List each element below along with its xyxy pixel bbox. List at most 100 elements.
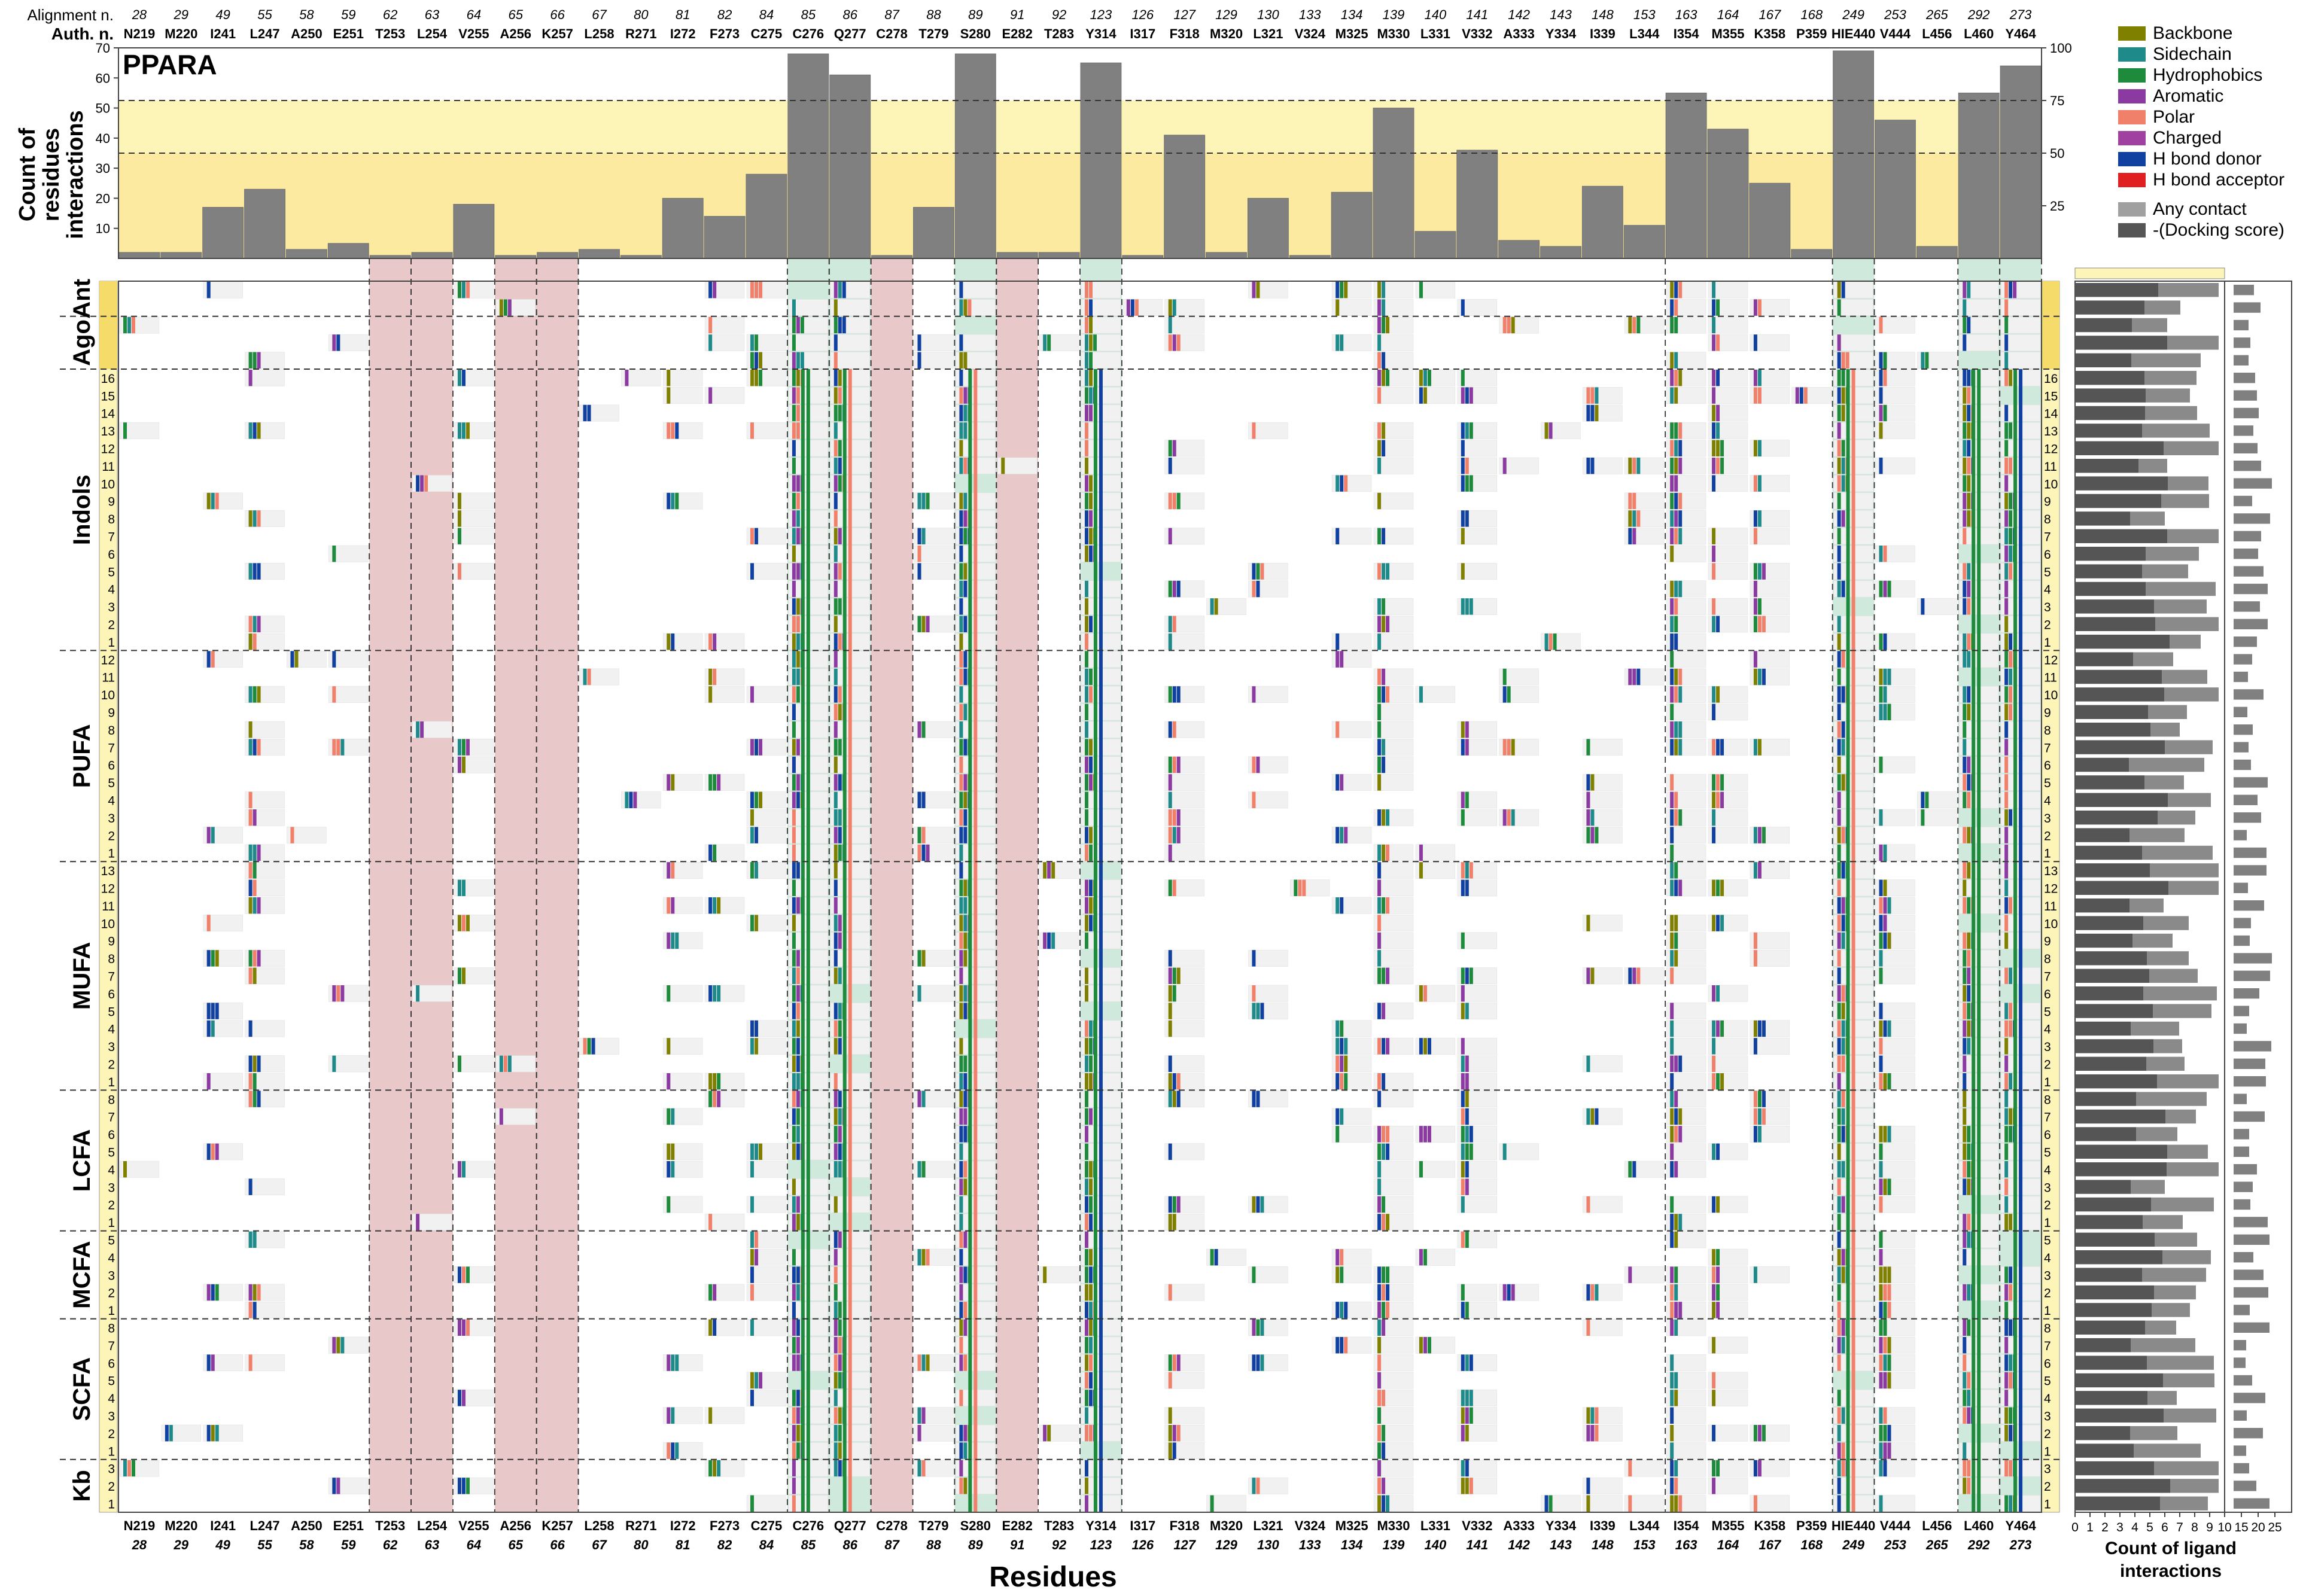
heatmap-stripe: [1085, 1407, 1088, 1424]
heatmap-stripe: [252, 352, 257, 368]
heatmap-stripe: [1377, 915, 1382, 931]
heatmap-stripe: [792, 1108, 796, 1125]
heatmap-stripe: [1670, 703, 1674, 720]
heatmap-stripe: [1963, 985, 1967, 1002]
heatmap-stripe: [1712, 563, 1716, 580]
heatmap-stripe: [1461, 1038, 1465, 1055]
heatmap-stripe: [1377, 334, 1382, 351]
any-contact-bar: [2167, 1144, 2208, 1159]
heatmap-stripe: [248, 633, 252, 650]
heatmap-stripe: [1089, 528, 1093, 544]
docking-score-bar: [2075, 828, 2129, 842]
heatmap-stripe: [1716, 774, 1720, 791]
heatmap-stripe: [1628, 492, 1632, 510]
row-number-right: 6: [2044, 759, 2051, 773]
alignment-label-bottom: 265: [1925, 1537, 1948, 1552]
heatmap-stripe: [1590, 1284, 1595, 1301]
heatmap-stripe: [1841, 651, 1845, 668]
red-highlight-t253: [369, 256, 412, 1512]
heatmap-stripe: [959, 598, 963, 615]
any-contact-bar: [2142, 1268, 2206, 1282]
heatmap-stripe: [1837, 915, 1841, 931]
heatmap-stripe: [1670, 1442, 1674, 1459]
heatmap-stripe: [1419, 1126, 1423, 1143]
heatmap-stripe: [1674, 686, 1678, 703]
heatmap-stripe: [1879, 1249, 1883, 1266]
any-contact-bar: [2153, 1004, 2211, 1018]
heatmap-stripe: [1712, 1038, 1716, 1055]
heatmap-stripe: [667, 897, 671, 914]
heatmap-stripe: [1260, 1003, 1264, 1019]
heatmap-stripe: [1837, 950, 1841, 967]
heatmap-stripe: [833, 1126, 838, 1143]
heatmap-stripe: [1963, 580, 1967, 598]
heatmap-stripe: [1085, 1196, 1088, 1213]
alignment-label-top: 167: [1759, 7, 1781, 22]
heatmap-stripe: [1377, 1284, 1382, 1301]
heatmap-stripe: [838, 1126, 842, 1143]
heatmap-stripe: [1461, 985, 1465, 1002]
heatmap-stripe: [1085, 651, 1088, 668]
row-number-right: 4: [2044, 794, 2051, 808]
heatmap-stripe: [2009, 1460, 2013, 1477]
heatmap-stripe: [1172, 616, 1176, 632]
heatmap-stripe: [1377, 1178, 1382, 1195]
highlight-layer: [369, 256, 2042, 1512]
heatmap-stripe: [708, 1407, 713, 1424]
heatmap-stripe: [1753, 1460, 1757, 1477]
residue-label-bottom: L331: [1420, 1518, 1450, 1533]
heatmap-stripe: [959, 440, 963, 456]
heatmap-stripe: [1712, 528, 1716, 544]
heatmap-stripe: [717, 774, 721, 791]
heatmap-stripe: [1753, 651, 1757, 668]
heatmap-stripe: [1678, 1126, 1683, 1143]
heatmap-stripe: [340, 985, 345, 1002]
heatmap-stripe: [1586, 1196, 1590, 1213]
heatmap-stripe: [713, 1319, 717, 1336]
heatmap-stripe: [833, 616, 838, 632]
heatmap-stripe: [2009, 422, 2013, 439]
heatmap-stripe: [332, 1055, 336, 1072]
heatmap-stripe: [461, 1319, 466, 1336]
heatmap-stripe: [1089, 1161, 1093, 1178]
row-number-left: 10: [101, 917, 115, 931]
alignment-label-top: 89: [968, 7, 982, 22]
heatmap-stripe: [1753, 510, 1757, 527]
labels: PPARA Alignment n. Auth. n. Residues Cou…: [15, 6, 2237, 1593]
heatmap-stripe: [1377, 1161, 1382, 1178]
ligand-count-bar: [2234, 583, 2268, 595]
any-contact-bar: [2170, 1479, 2219, 1493]
alignment-label-bottom: 87: [884, 1537, 900, 1552]
heatmap-stripe: [499, 299, 503, 316]
heatmap-stripe: [1887, 1020, 1891, 1037]
heatmap-stripe: [1595, 1284, 1599, 1301]
any-contact-bar: [2148, 705, 2187, 719]
row-number-right: 4: [2044, 1392, 2051, 1406]
heatmap-stripe: [667, 862, 671, 879]
heatmap-stripe: [1469, 1407, 1473, 1424]
ligand-count-bar: [2234, 918, 2251, 928]
heatmap-stripe: [1085, 1091, 1088, 1107]
heatmap-stripe: [206, 1020, 211, 1037]
heatmap-stripe: [1089, 844, 1093, 861]
heatmap-stripe: [1168, 1284, 1172, 1301]
heatmap-stripe: [461, 1390, 466, 1406]
heatmap-stripe: [792, 1249, 796, 1266]
heatmap-stripe: [1256, 1196, 1260, 1213]
residue-label-bottom: V255: [458, 1518, 489, 1533]
heatmap-stripe: [248, 1302, 252, 1318]
docking-score-bar: [2075, 669, 2162, 684]
heatmap-stripe: [1837, 422, 1841, 439]
docking-score-bar: [2075, 564, 2142, 578]
heatmap-stripe: [248, 721, 252, 738]
heatmap-stripe: [1586, 458, 1590, 474]
any-contact-bar: [2155, 1232, 2197, 1247]
heatmap-stripe: [1967, 316, 1971, 334]
docking-score-bar: [2075, 529, 2167, 543]
heatmap-stripe: [336, 985, 340, 1002]
alignment-label-bottom: 91: [1010, 1537, 1024, 1552]
heatmap-stripe: [332, 334, 336, 351]
alignment-label-bottom: 123: [1090, 1537, 1112, 1552]
residue-label-top: T279: [918, 26, 948, 41]
heatmap-stripe: [2009, 1372, 2013, 1389]
